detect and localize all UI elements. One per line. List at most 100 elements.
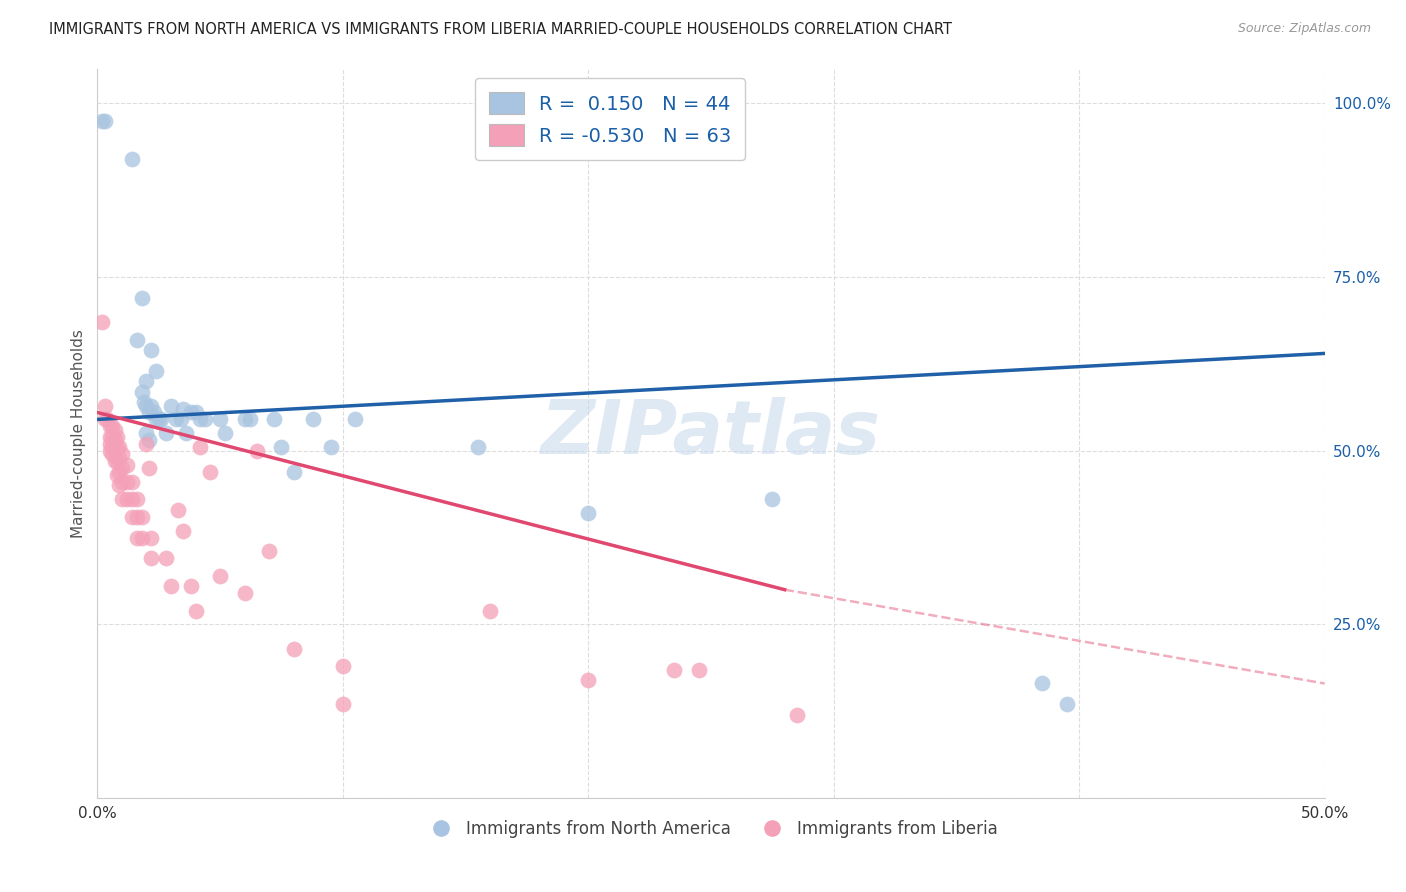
Point: [141, 551, 163, 566]
Point: [125, 492, 148, 507]
Point: [98, 436, 121, 450]
Point: [190, 412, 212, 426]
Point: [101, 447, 124, 461]
Point: [167, 502, 190, 516]
Point: [135, 426, 157, 441]
Point: [131, 384, 153, 399]
Point: [131, 531, 153, 545]
Point: [93, 399, 115, 413]
Point: [121, 492, 143, 507]
Point: [246, 443, 269, 458]
Point: [121, 509, 143, 524]
Point: [91, 315, 114, 329]
Point: [111, 461, 134, 475]
Point: [145, 412, 167, 426]
Point: [125, 333, 148, 347]
Point: [105, 454, 128, 468]
Point: [135, 374, 157, 388]
Point: [270, 440, 292, 454]
Point: [103, 423, 125, 437]
Point: [108, 465, 131, 479]
Point: [172, 524, 194, 538]
Point: [172, 402, 194, 417]
Point: [115, 458, 138, 472]
Point: [135, 399, 157, 413]
Point: [184, 405, 207, 419]
Point: [115, 475, 138, 489]
Point: [98, 443, 121, 458]
Point: [111, 475, 134, 489]
Point: [332, 698, 354, 712]
Point: [103, 434, 125, 448]
Point: [125, 531, 148, 545]
Point: [180, 579, 202, 593]
Legend: Immigrants from North America, Immigrants from Liberia: Immigrants from North America, Immigrant…: [418, 814, 1005, 845]
Point: [180, 405, 202, 419]
Point: [93, 412, 115, 426]
Point: [184, 603, 207, 617]
Point: [302, 412, 325, 426]
Point: [98, 430, 121, 444]
Point: [138, 405, 160, 419]
Point: [155, 426, 177, 441]
Point: [160, 579, 183, 593]
Point: [108, 450, 131, 465]
Point: [101, 419, 124, 434]
Point: [148, 412, 170, 426]
Point: [238, 412, 260, 426]
Point: [479, 603, 502, 617]
Point: [761, 492, 783, 507]
Point: [131, 291, 153, 305]
Point: [160, 399, 183, 413]
Point: [105, 468, 128, 483]
Point: [105, 430, 128, 444]
Point: [263, 412, 285, 426]
Text: ZIPatlas: ZIPatlas: [541, 397, 882, 470]
Point: [141, 531, 163, 545]
Point: [142, 405, 165, 419]
Point: [103, 454, 125, 468]
Point: [209, 412, 232, 426]
Point: [190, 440, 212, 454]
Point: [111, 447, 134, 461]
Point: [96, 412, 118, 426]
Point: [101, 430, 124, 444]
Point: [194, 412, 217, 426]
Point: [131, 509, 153, 524]
Text: IMMIGRANTS FROM NORTH AMERICA VS IMMIGRANTS FROM LIBERIA MARRIED-COUPLE HOUSEHOL: IMMIGRANTS FROM NORTH AMERICA VS IMMIGRA…: [49, 22, 952, 37]
Point: [257, 544, 280, 558]
Point: [155, 551, 177, 566]
Point: [98, 419, 121, 434]
Point: [319, 440, 342, 454]
Point: [135, 436, 157, 450]
Point: [108, 440, 131, 454]
Point: [786, 707, 808, 722]
Point: [1056, 698, 1078, 712]
Point: [101, 440, 124, 454]
Point: [115, 492, 138, 507]
Point: [1031, 676, 1053, 690]
Point: [125, 509, 148, 524]
Point: [138, 434, 160, 448]
Point: [209, 568, 232, 582]
Point: [467, 440, 489, 454]
Point: [233, 412, 256, 426]
Text: Source: ZipAtlas.com: Source: ZipAtlas.com: [1237, 22, 1371, 36]
Point: [121, 475, 143, 489]
Point: [150, 412, 173, 426]
Point: [233, 586, 256, 600]
Point: [105, 440, 128, 454]
Point: [688, 663, 710, 677]
Point: [283, 641, 305, 656]
Point: [576, 506, 599, 520]
Point: [200, 465, 222, 479]
Point: [170, 412, 193, 426]
Point: [141, 399, 163, 413]
Point: [121, 152, 143, 166]
Point: [214, 426, 236, 441]
Point: [141, 343, 163, 357]
Point: [344, 412, 367, 426]
Point: [103, 443, 125, 458]
Point: [165, 412, 187, 426]
Point: [174, 426, 197, 441]
